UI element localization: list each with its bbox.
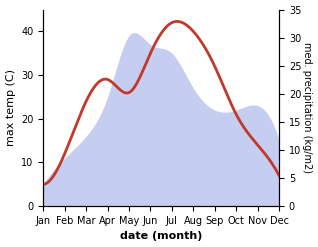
X-axis label: date (month): date (month) bbox=[120, 231, 202, 242]
Y-axis label: med. precipitation (kg/m2): med. precipitation (kg/m2) bbox=[302, 42, 313, 173]
Y-axis label: max temp (C): max temp (C) bbox=[5, 69, 16, 146]
